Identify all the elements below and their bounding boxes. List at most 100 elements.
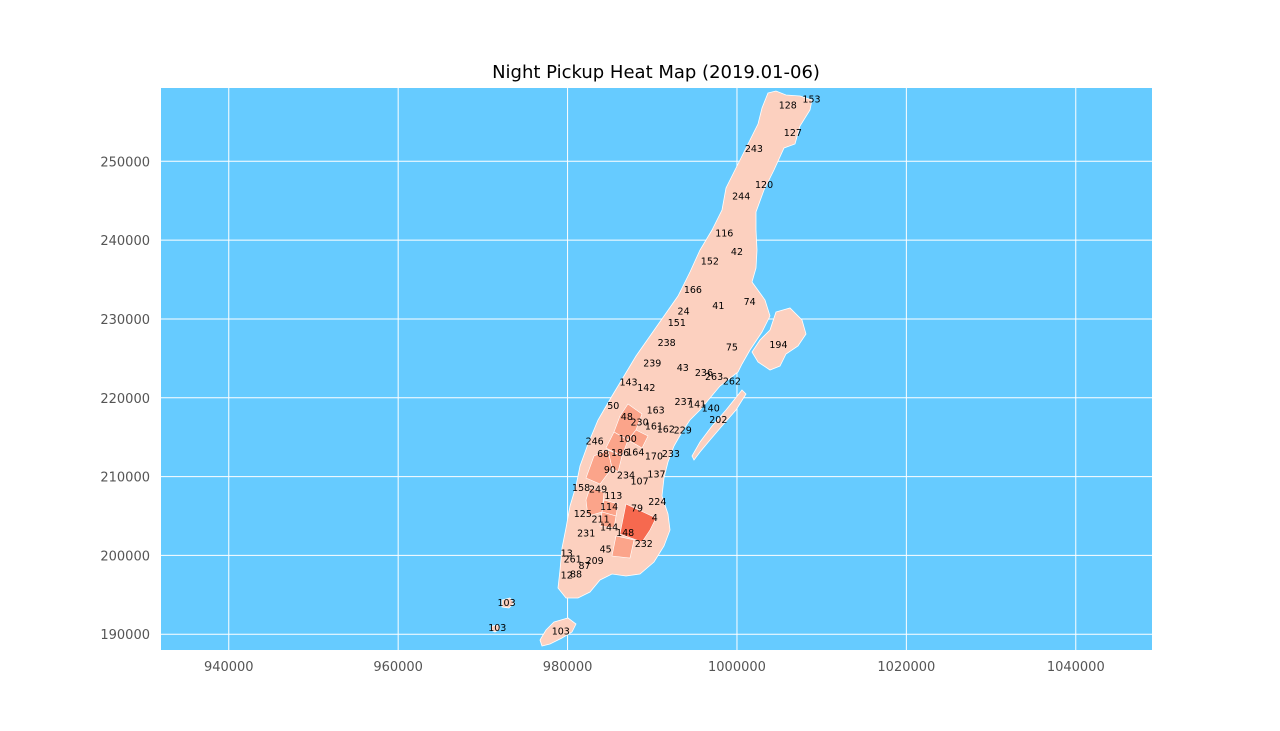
y-tick-label: 220000 <box>100 392 150 407</box>
zone-label-79: 79 <box>631 503 643 514</box>
zone-label-243: 243 <box>745 144 763 155</box>
zone-label-45: 45 <box>600 544 612 555</box>
zone-label-143: 143 <box>619 377 637 388</box>
zone-label-116: 116 <box>715 228 733 239</box>
zone-label-103: 103 <box>552 626 570 637</box>
zone-label-229: 229 <box>674 425 692 436</box>
zone-label-209: 209 <box>586 556 604 567</box>
x-tick-label: 980000 <box>543 660 593 675</box>
chart-title: Night Pickup Heat Map (2019.01-06) <box>492 62 820 83</box>
zone-label-113: 113 <box>604 491 622 502</box>
x-tick-label: 1040000 <box>1047 660 1105 675</box>
ellis-island-shape <box>490 624 501 633</box>
zone-label-263: 263 <box>705 372 723 383</box>
zone-label-186: 186 <box>611 448 629 459</box>
y-tick-label: 240000 <box>100 234 150 249</box>
zone-label-103: 103 <box>498 598 516 609</box>
zone-label-202: 202 <box>709 415 727 426</box>
x-tick-label: 1020000 <box>877 660 935 675</box>
randalls-island-shape <box>751 307 807 371</box>
zone-label-148: 148 <box>616 528 634 539</box>
zone-label-141: 141 <box>688 399 706 410</box>
y-tick-label: 190000 <box>100 628 150 643</box>
zone-shape-114 <box>599 511 617 529</box>
manhattan-landmass <box>490 90 813 647</box>
zone-label-194: 194 <box>769 340 787 351</box>
zone-label-238: 238 <box>658 338 676 349</box>
zone-label-152: 152 <box>701 257 719 268</box>
zone-label-128: 128 <box>779 101 797 112</box>
zone-label-153: 153 <box>802 94 820 105</box>
zone-label-166: 166 <box>684 285 702 296</box>
zone-label-42: 42 <box>731 247 743 258</box>
axis-ticks: 940000 960000 980000 1000000 1020000 1040000 1… <box>100 155 1104 675</box>
zone-label-125: 125 <box>574 509 592 520</box>
zone-label-13: 13 <box>561 548 573 559</box>
zone-label-12: 12 <box>561 570 573 581</box>
zone-label-262: 262 <box>723 377 741 388</box>
zone-label-75: 75 <box>726 343 738 354</box>
y-tick-label: 200000 <box>100 549 150 564</box>
zone-label-231: 231 <box>577 529 595 540</box>
zone-label-239: 239 <box>643 358 661 369</box>
manhattan-island-shape <box>557 90 813 599</box>
zone-label-144: 144 <box>600 522 618 533</box>
zone-label-87: 87 <box>578 561 590 572</box>
zone-label-103: 103 <box>488 623 506 634</box>
zone-label-237: 237 <box>675 397 693 408</box>
x-tick-label: 960000 <box>373 660 423 675</box>
zone-label-261: 261 <box>564 555 582 566</box>
zone-label-137: 137 <box>647 470 665 481</box>
zone-label-100: 100 <box>619 434 637 445</box>
zone-label-224: 224 <box>648 497 666 508</box>
y-tick-label: 210000 <box>100 471 150 486</box>
zone-label-230: 230 <box>630 417 648 428</box>
zone-label-246: 246 <box>586 436 604 447</box>
x-tick-label: 940000 <box>204 660 254 675</box>
hot-zones <box>585 403 657 559</box>
zone-shape-68 <box>585 449 613 485</box>
zone-shape-79 <box>619 503 657 543</box>
y-tick-label: 250000 <box>100 155 150 170</box>
zone-label-48: 48 <box>621 412 633 423</box>
y-tick-label: 230000 <box>100 313 150 328</box>
zone-label-74: 74 <box>744 297 756 308</box>
zone-label-68: 68 <box>597 449 609 460</box>
zone-label-127: 127 <box>784 128 802 139</box>
zone-label-90: 90 <box>604 465 616 476</box>
zone-label-88: 88 <box>570 570 582 581</box>
zone-label-50: 50 <box>607 401 619 412</box>
zone-label-158: 158 <box>572 483 590 494</box>
zone-label-41: 41 <box>712 301 724 312</box>
zone-shape-249 <box>585 487 605 517</box>
zone-label-142: 142 <box>637 383 655 394</box>
zone-label-161: 161 <box>645 421 663 432</box>
zone-label-120: 120 <box>755 180 773 191</box>
zone-shape-186 <box>607 449 623 473</box>
zone-label-170: 170 <box>645 451 663 462</box>
zone-label-234: 234 <box>617 470 635 481</box>
liberty-island-shape <box>501 597 515 609</box>
zone-label-140: 140 <box>702 403 720 414</box>
x-tick-label: 1000000 <box>708 660 766 675</box>
zone-label-24: 24 <box>678 306 690 317</box>
zone-label-4: 4 <box>652 513 658 524</box>
zone-label-244: 244 <box>732 191 750 202</box>
zone-label-236: 236 <box>695 368 713 379</box>
zone-shape-148 <box>611 535 635 559</box>
zone-label-232: 232 <box>635 539 653 550</box>
zone-label-163: 163 <box>647 406 665 417</box>
zone-label-249: 249 <box>589 484 607 495</box>
roosevelt-island-shape <box>691 389 747 461</box>
governors-island-shape <box>539 617 577 647</box>
zone-label-43: 43 <box>677 363 689 374</box>
zone-shape-230 <box>627 429 649 449</box>
zone-label-211: 211 <box>592 514 610 525</box>
zone-label-233: 233 <box>662 449 680 460</box>
zone-label-164: 164 <box>626 447 644 458</box>
zone-label-151: 151 <box>668 318 686 329</box>
zone-label-107: 107 <box>630 477 648 488</box>
zone-label-114: 114 <box>600 502 618 513</box>
